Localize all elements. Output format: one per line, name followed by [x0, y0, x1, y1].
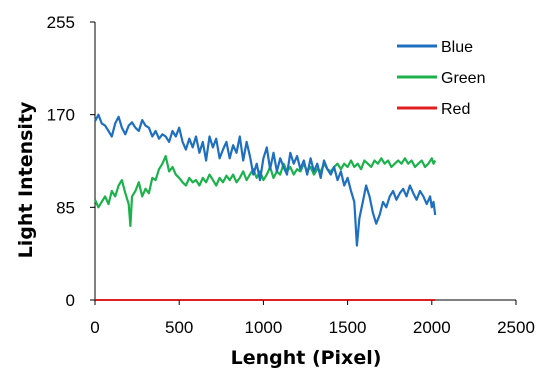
y-tick-label: 0 — [66, 291, 75, 310]
y-axis-title: Light Intensity — [15, 101, 37, 258]
x-tick-label: 2000 — [413, 318, 451, 337]
y-tick-label: 170 — [47, 106, 75, 125]
x-tick-label: 2500 — [497, 318, 535, 337]
x-tick-label: 1500 — [329, 318, 367, 337]
axis-ticks: 0 85 170 255 0 500 1000 1500 2000 2500 — [47, 13, 535, 337]
legend-label-red: Red — [441, 101, 470, 118]
y-tick-label: 255 — [47, 13, 75, 32]
legend-label-blue: Blue — [441, 39, 473, 56]
series-line-green — [93, 155, 437, 227]
y-tick-label: 85 — [56, 198, 75, 217]
series-layer — [93, 113, 437, 301]
legend: Blue Green Red — [397, 39, 485, 118]
x-tick-label: 500 — [165, 318, 193, 337]
series-line-blue — [94, 113, 437, 247]
x-tick-label: 1000 — [244, 318, 282, 337]
x-tick-label: 0 — [90, 318, 99, 337]
legend-label-green: Green — [441, 70, 485, 87]
plot-area — [94, 22, 516, 301]
x-axis-title: Lenght (Pixel) — [231, 347, 382, 369]
